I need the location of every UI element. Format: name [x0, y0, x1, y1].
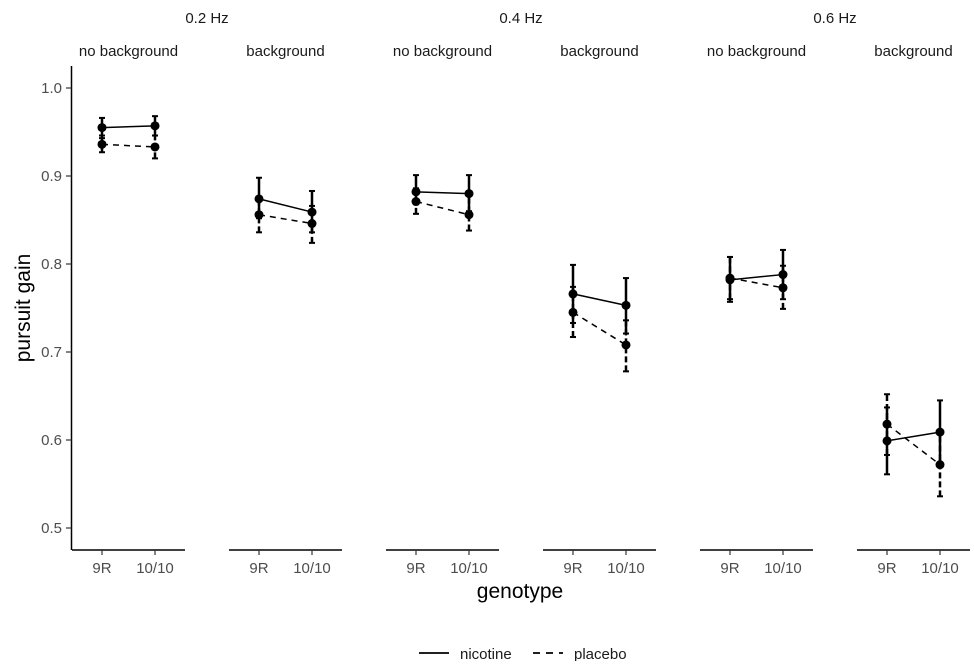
data-point-nicotine	[97, 123, 107, 133]
series-line-placebo	[886, 423, 941, 466]
legend-label-nicotine: nicotine	[460, 646, 512, 661]
frequency-strip-label: 0.6 Hz	[813, 10, 856, 27]
data-point-placebo	[307, 219, 317, 229]
series-line-nicotine	[101, 125, 156, 129]
data-point-placebo	[778, 283, 788, 293]
y-tick-label: 0.7	[41, 344, 62, 361]
data-point-nicotine	[568, 289, 578, 299]
series-placebo	[254, 199, 317, 244]
series-line-nicotine	[415, 191, 470, 195]
facet-strips: 0.2 Hz 0.4 Hz 0.6 Hz	[185, 10, 856, 27]
y-tick-label: 1.0	[41, 80, 62, 97]
series-placebo	[568, 285, 631, 373]
y-axis-title: pursuit gain	[12, 254, 35, 363]
data-point-nicotine	[621, 300, 631, 310]
series-nicotine	[568, 263, 631, 335]
condition-strip-label: background	[246, 43, 324, 60]
data-point-nicotine	[778, 270, 788, 280]
series-placebo	[725, 255, 788, 310]
data-point-placebo	[254, 210, 264, 220]
data-point-placebo	[621, 340, 631, 350]
x-tick-label: 9R	[563, 560, 582, 577]
data-point-placebo	[568, 307, 578, 317]
x-tick-label: 9R	[249, 560, 268, 577]
series-placebo	[411, 187, 474, 232]
x-tick-label: 10/10	[293, 560, 331, 577]
series-line-placebo	[258, 213, 313, 225]
condition-strip-label: no background	[393, 43, 492, 60]
x-tick-label: 10/10	[764, 560, 802, 577]
series-line-placebo	[572, 311, 627, 346]
condition-strip-label: no background	[707, 43, 806, 60]
series-line-placebo	[415, 200, 470, 216]
condition-strip-label: background	[560, 43, 638, 60]
series-line-placebo	[101, 143, 156, 148]
series-line-nicotine	[886, 431, 941, 442]
series-line-nicotine	[258, 198, 313, 213]
data-point-placebo	[725, 273, 735, 283]
y-tick-label: 0.6	[41, 432, 62, 449]
x-tick-label: 9R	[720, 560, 739, 577]
y-axis: 0.5 0.6 0.7 0.8 0.9 1.0	[41, 66, 73, 550]
frequency-strip-label: 0.4 Hz	[499, 10, 542, 27]
x-axes: 9R 10/10 9R 10/10 9R 10/10 9R 10/10 9R 10/10 9R 10/…	[72, 549, 970, 577]
series-line-placebo	[729, 277, 784, 289]
x-tick-label: 9R	[877, 560, 896, 577]
data-point-placebo	[150, 142, 160, 152]
data-point-placebo	[464, 210, 474, 220]
x-tick-label: 9R	[406, 560, 425, 577]
condition-strip-label: background	[874, 43, 952, 60]
x-axis-title: genotype	[477, 580, 563, 603]
legend-item-placebo: placebo	[533, 646, 627, 663]
legend: nicotine placebo	[419, 646, 627, 663]
data-point-placebo	[97, 139, 107, 149]
condition-strip-label: no background	[79, 43, 178, 60]
x-tick-label: 10/10	[607, 560, 645, 577]
series-placebo	[97, 134, 160, 160]
series-line-nicotine	[572, 293, 627, 307]
frequency-strip-label: 0.2 Hz	[185, 10, 228, 27]
data-point-nicotine	[150, 121, 160, 131]
series-line-nicotine	[729, 273, 784, 281]
y-tick-label: 0.9	[41, 168, 62, 185]
y-tick-label: 0.5	[41, 520, 62, 537]
series-placebo	[882, 393, 945, 498]
series-nicotine	[725, 248, 788, 303]
series-nicotine	[97, 115, 160, 140]
data-point-nicotine	[464, 189, 474, 199]
y-tick-label: 0.8	[41, 256, 62, 273]
data-point-placebo	[411, 197, 421, 207]
series-nicotine	[882, 399, 945, 476]
legend-item-nicotine: nicotine	[419, 646, 512, 663]
legend-label-placebo: placebo	[574, 646, 627, 661]
x-tick-label: 10/10	[136, 560, 174, 577]
x-tick-label: 10/10	[921, 560, 959, 577]
series-nicotine	[254, 176, 317, 234]
panels: no background background no background back…	[79, 43, 953, 498]
series-nicotine	[411, 174, 474, 213]
data-point-placebo	[882, 419, 892, 429]
x-tick-label: 9R	[92, 560, 111, 577]
x-tick-label: 10/10	[450, 560, 488, 577]
data-point-placebo	[935, 460, 945, 470]
